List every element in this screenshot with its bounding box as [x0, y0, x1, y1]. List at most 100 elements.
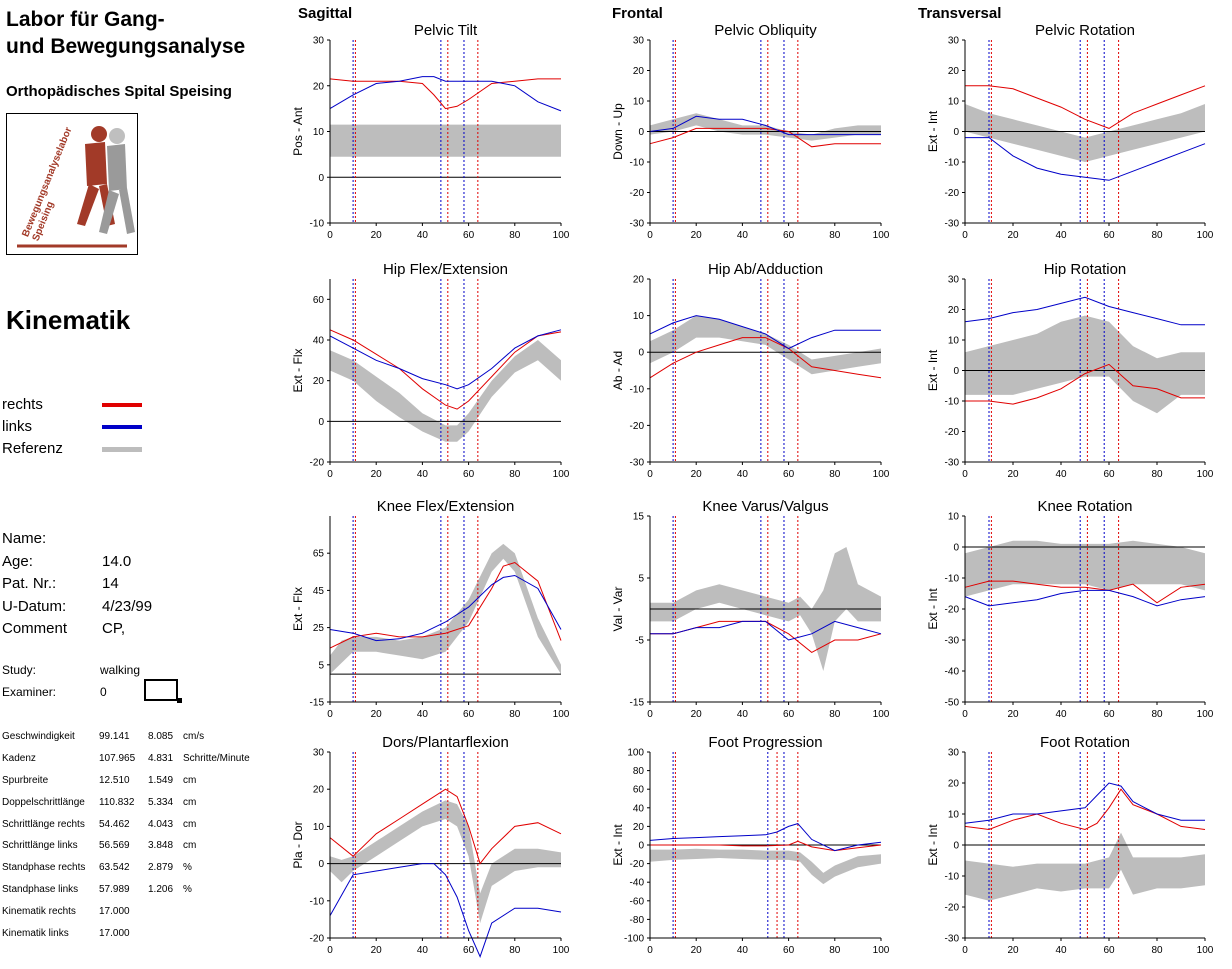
- series-line-left: [964, 782, 1205, 824]
- y-tick-label: -30: [945, 219, 960, 230]
- y-axis-label: Ext - Flx: [291, 587, 305, 631]
- x-tick-label: 0: [962, 469, 968, 480]
- comment-value: CP,: [102, 620, 126, 637]
- x-tick-label: 100: [873, 709, 890, 720]
- x-tick-label: 0: [647, 709, 653, 720]
- y-tick-label: 30: [313, 748, 325, 759]
- y-tick-label: 10: [948, 512, 960, 523]
- y-tick-label: -15: [630, 698, 645, 709]
- param-sd: 4.043: [148, 818, 174, 830]
- udatum-label: U-Datum:: [2, 597, 67, 615]
- chart-title: Pelvic Tilt: [414, 22, 478, 39]
- y-axis-label: Down - Up: [611, 103, 625, 160]
- param-mean: 54.462: [99, 818, 130, 830]
- x-tick-label: 0: [647, 469, 653, 480]
- series-line-left: [650, 620, 882, 641]
- y-tick-label: 0: [638, 127, 644, 138]
- legend-swatch-reference: [102, 447, 142, 452]
- param-sd: 3.848: [148, 840, 174, 852]
- param-unit: %: [183, 862, 192, 874]
- param-sd: 4.831: [148, 752, 174, 764]
- chart-title: Pelvic Obliquity: [714, 22, 817, 39]
- x-tick-label: 80: [509, 709, 521, 720]
- x-tick-label: 80: [1151, 709, 1163, 720]
- y-tick-label: 40: [633, 803, 645, 814]
- x-tick-label: 80: [829, 945, 841, 956]
- y-tick-label: -10: [945, 872, 960, 883]
- patnr-value: 14: [102, 575, 119, 592]
- y-tick-label: 0: [953, 543, 959, 554]
- y-tick-label: -80: [630, 915, 645, 926]
- y-tick-label: 80: [633, 766, 645, 777]
- legend-label-reference: Referenz: [2, 440, 63, 457]
- y-axis-label: Val - Var: [611, 587, 625, 632]
- y-tick-label: -50: [945, 698, 960, 709]
- y-tick-label: -10: [310, 896, 325, 907]
- x-tick-label: 100: [873, 230, 890, 241]
- age-label: Age:: [2, 552, 33, 570]
- param-name: Doppelschrittlänge: [2, 796, 85, 808]
- x-tick-label: 100: [1197, 709, 1214, 720]
- param-sd: 5.334: [148, 796, 174, 808]
- x-tick-label: 100: [873, 469, 890, 480]
- y-tick-label: -5: [635, 636, 644, 647]
- reference-band: [330, 800, 561, 924]
- x-tick-label: 40: [1055, 709, 1067, 720]
- name-label: Name:: [2, 530, 47, 547]
- param-unit: cm: [183, 796, 197, 808]
- y-tick-label: 30: [948, 275, 960, 286]
- legend: rechts links Referenz: [2, 396, 152, 462]
- y-tick-label: 10: [313, 127, 325, 138]
- y-tick-label: 0: [953, 366, 959, 377]
- param-unit: cm: [183, 774, 197, 786]
- series-line-right: [329, 329, 562, 410]
- x-tick-label: 80: [509, 469, 521, 480]
- y-axis-label: Ext - Int: [926, 588, 940, 630]
- x-tick-label: 40: [737, 709, 749, 720]
- x-tick-label: 0: [962, 230, 968, 241]
- y-tick-label: -30: [630, 458, 645, 469]
- param-mean: 17.000: [99, 906, 130, 918]
- y-tick-label: 20: [313, 785, 325, 796]
- x-tick-label: 100: [1197, 230, 1214, 241]
- param-mean: 110.832: [99, 796, 135, 808]
- series-line-left: [965, 137, 1206, 181]
- x-tick-label: 100: [553, 469, 570, 480]
- y-tick-label: -20: [630, 188, 645, 199]
- patient-info: Name: Age: 14.0 Pat. Nr.: 14 U-Datum: 4/23/…: [2, 528, 172, 641]
- param-row: Geschwindigkeit 99.141 8.085 cm/s: [2, 731, 272, 753]
- param-name: Kadenz: [2, 752, 36, 764]
- chart-title: Pelvic Rotation: [1035, 22, 1135, 39]
- chart-title: Hip Flex/Extension: [383, 261, 508, 278]
- param-name: Schrittlänge rechts: [2, 818, 85, 830]
- x-tick-label: 60: [463, 709, 475, 720]
- y-tick-label: 20: [633, 66, 645, 77]
- y-tick-label: -40: [630, 878, 645, 889]
- reference-band: [965, 832, 1205, 901]
- x-tick-label: 60: [1103, 469, 1115, 480]
- x-tick-label: 20: [1007, 469, 1019, 480]
- x-tick-label: 80: [829, 469, 841, 480]
- x-tick-label: 20: [371, 945, 383, 956]
- x-tick-label: 100: [553, 230, 570, 241]
- column-header: Frontal: [612, 5, 663, 22]
- series-line-right: [964, 788, 1206, 831]
- y-tick-label: -30: [945, 636, 960, 647]
- param-mean: 99.141: [99, 731, 130, 742]
- column-header: Transversal: [918, 5, 1001, 22]
- y-tick-label: 0: [638, 348, 644, 359]
- x-tick-label: 20: [371, 469, 383, 480]
- x-tick-label: 60: [463, 469, 475, 480]
- chart-title: Foot Rotation: [1040, 734, 1130, 751]
- x-tick-label: 0: [327, 230, 333, 241]
- x-tick-label: 60: [783, 945, 795, 956]
- x-tick-label: 60: [463, 945, 475, 956]
- y-tick-label: -30: [945, 458, 960, 469]
- y-tick-label: -30: [945, 934, 960, 945]
- x-tick-label: 80: [1151, 945, 1163, 956]
- y-axis-label: Ext - Int: [926, 349, 940, 391]
- param-unit: cm: [183, 840, 197, 852]
- x-tick-label: 40: [417, 709, 429, 720]
- x-tick-label: 40: [737, 230, 749, 241]
